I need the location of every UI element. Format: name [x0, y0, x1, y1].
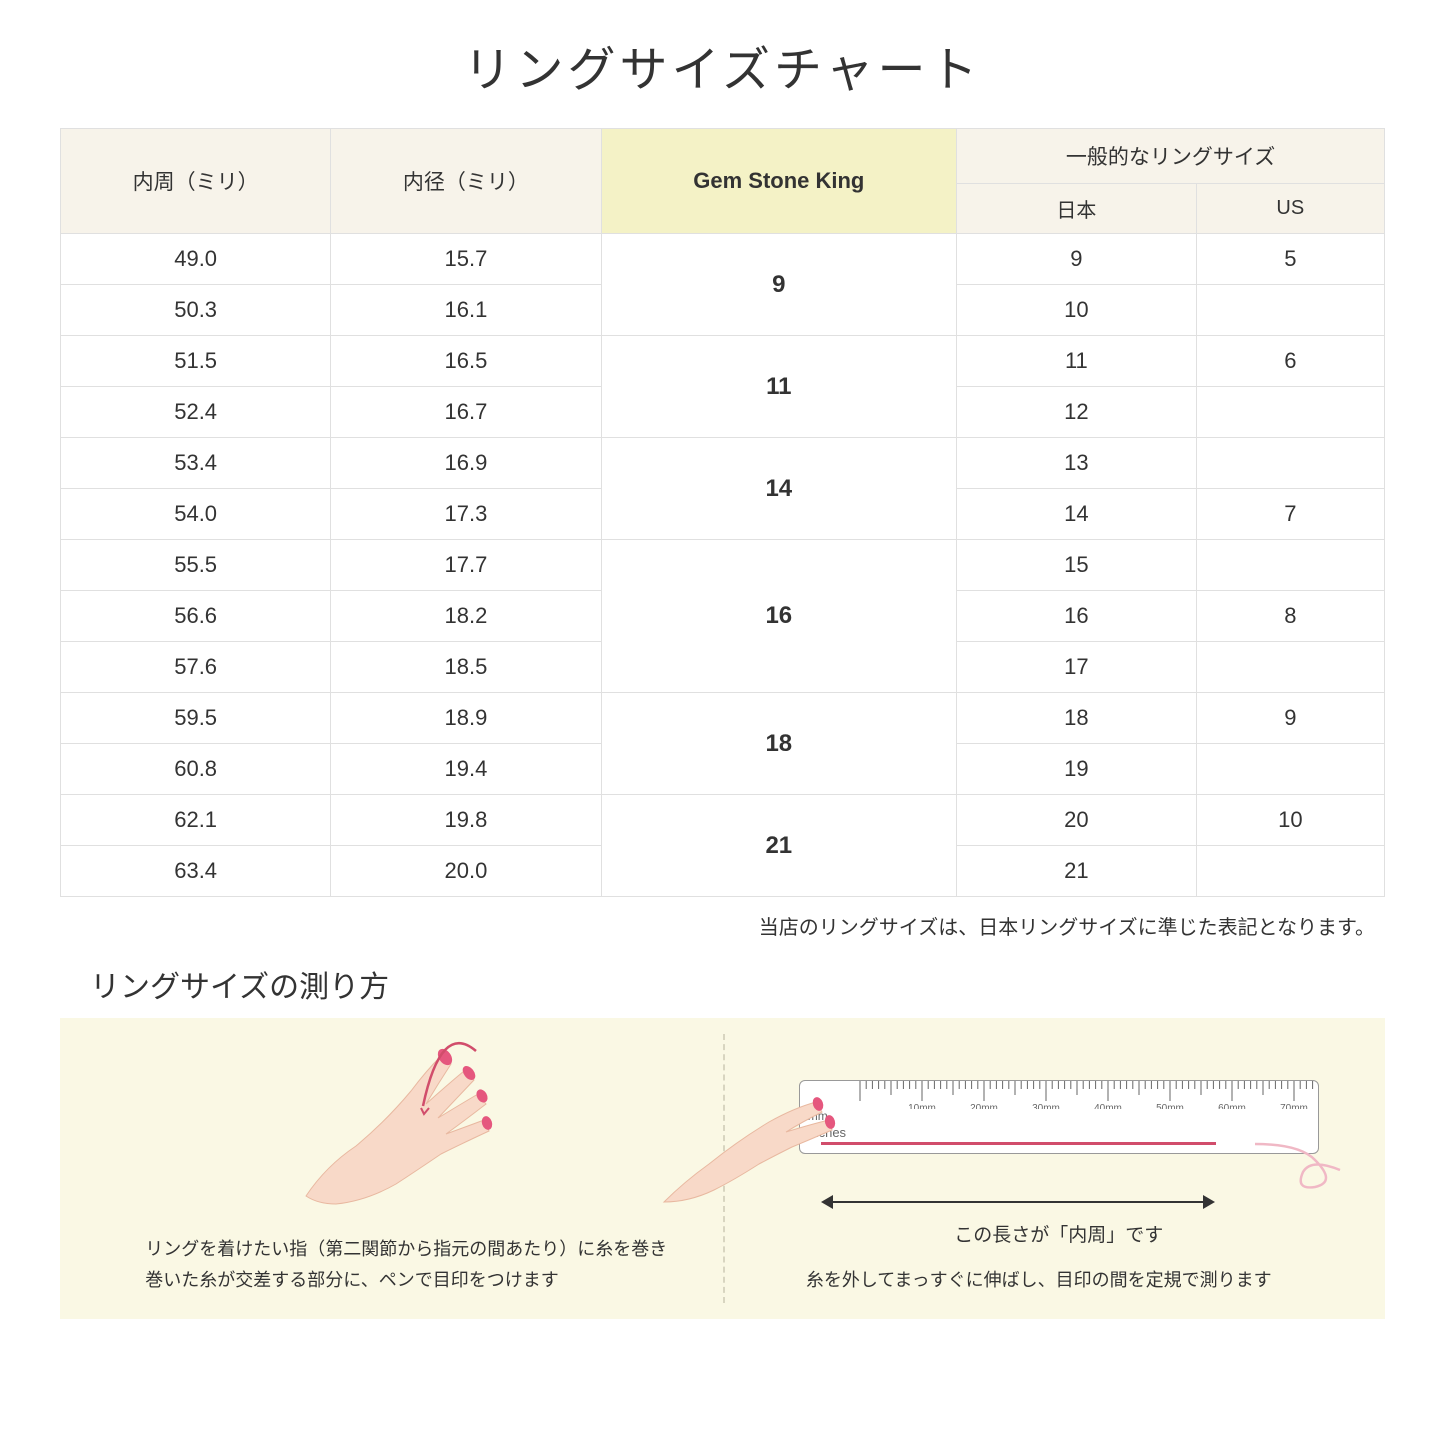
cell-us	[1196, 438, 1384, 489]
header-japan: 日本	[957, 184, 1197, 234]
thread-curl-icon	[1255, 1122, 1365, 1202]
cell-japan: 21	[957, 846, 1197, 897]
cell-japan: 9	[957, 234, 1197, 285]
cell-diameter: 15.7	[331, 234, 601, 285]
table-row: 53.416.91413	[61, 438, 1385, 489]
cell-us	[1196, 540, 1384, 591]
cell-circumference: 63.4	[61, 846, 331, 897]
cell-diameter: 16.7	[331, 387, 601, 438]
svg-text:70mm: 70mm	[1280, 1103, 1308, 1109]
table-row: 55.517.71615	[61, 540, 1385, 591]
cell-japan: 17	[957, 642, 1197, 693]
cell-diameter: 17.7	[331, 540, 601, 591]
cell-gsk: 9	[601, 234, 957, 336]
cell-japan: 11	[957, 336, 1197, 387]
cell-circumference: 57.6	[61, 642, 331, 693]
ring-size-table: 内周（ミリ） 内径（ミリ） Gem Stone King 一般的なリングサイズ …	[60, 128, 1385, 897]
cell-circumference: 52.4	[61, 387, 331, 438]
svg-text:30mm: 30mm	[1032, 1103, 1060, 1109]
ruler-group: 10mm20mm30mm40mm50mm60mm70mm 12 mm Inche…	[759, 1080, 1319, 1154]
page-title: リングサイズチャート	[60, 30, 1385, 100]
cell-gsk: 21	[601, 795, 957, 897]
cell-us: 7	[1196, 489, 1384, 540]
cell-circumference: 55.5	[61, 540, 331, 591]
cell-japan: 14	[957, 489, 1197, 540]
cell-japan: 10	[957, 285, 1197, 336]
hand-wrap-icon	[246, 1036, 566, 1216]
measure-arrow	[823, 1192, 1213, 1212]
cell-us: 5	[1196, 234, 1384, 285]
header-gemstone: Gem Stone King	[601, 129, 957, 234]
cell-us	[1196, 285, 1384, 336]
cell-diameter: 16.5	[331, 336, 601, 387]
header-us: US	[1196, 184, 1384, 234]
cell-diameter: 18.2	[331, 591, 601, 642]
cell-circumference: 50.3	[61, 285, 331, 336]
cell-gsk: 16	[601, 540, 957, 693]
cell-circumference: 56.6	[61, 591, 331, 642]
table-row: 62.119.8212010	[61, 795, 1385, 846]
cell-circumference: 59.5	[61, 693, 331, 744]
cell-us: 8	[1196, 591, 1384, 642]
cell-diameter: 20.0	[331, 846, 601, 897]
header-diameter: 内径（ミリ）	[331, 129, 601, 234]
howto-right: 10mm20mm30mm40mm50mm60mm70mm 12 mm Inche…	[723, 1036, 1356, 1295]
cell-japan: 15	[957, 540, 1197, 591]
cell-japan: 12	[957, 387, 1197, 438]
cell-us: 9	[1196, 693, 1384, 744]
svg-text:20mm: 20mm	[970, 1103, 998, 1109]
cell-gsk: 18	[601, 693, 957, 795]
svg-text:60mm: 60mm	[1218, 1103, 1246, 1109]
cell-us	[1196, 744, 1384, 795]
table-row: 49.015.7995	[61, 234, 1385, 285]
header-circumference: 内周（ミリ）	[61, 129, 331, 234]
cell-circumference: 51.5	[61, 336, 331, 387]
header-general: 一般的なリングサイズ	[957, 129, 1385, 184]
table-row: 51.516.511116	[61, 336, 1385, 387]
measure-label: この長さが「内周」です	[954, 1220, 1163, 1247]
howto-left: リングを着けたい指（第二関節から指元の間あたり）に糸を巻き巻いた糸が交差する部分…	[90, 1036, 723, 1295]
thread-line	[821, 1142, 1216, 1145]
svg-text:10mm: 10mm	[908, 1103, 936, 1109]
cell-diameter: 17.3	[331, 489, 601, 540]
cell-us: 6	[1196, 336, 1384, 387]
cell-diameter: 16.1	[331, 285, 601, 336]
cell-diameter: 16.9	[331, 438, 601, 489]
cell-gsk: 11	[601, 336, 957, 438]
cell-japan: 20	[957, 795, 1197, 846]
size-note: 当店のリングサイズは、日本リングサイズに準じた表記となります。	[60, 911, 1385, 940]
cell-circumference: 60.8	[61, 744, 331, 795]
cell-us	[1196, 846, 1384, 897]
ruler-ticks: 10mm20mm30mm40mm50mm60mm70mm 12	[800, 1081, 1320, 1109]
svg-text:50mm: 50mm	[1156, 1103, 1184, 1109]
cell-diameter: 19.4	[331, 744, 601, 795]
cell-gsk: 14	[601, 438, 957, 540]
cell-us	[1196, 642, 1384, 693]
cell-japan: 19	[957, 744, 1197, 795]
cell-diameter: 18.5	[331, 642, 601, 693]
cell-us: 10	[1196, 795, 1384, 846]
svg-text:40mm: 40mm	[1094, 1103, 1122, 1109]
howto-left-text: リングを着けたい指（第二関節から指元の間あたり）に糸を巻き巻いた糸が交差する部分…	[145, 1234, 667, 1295]
cell-circumference: 54.0	[61, 489, 331, 540]
cell-us	[1196, 387, 1384, 438]
cell-circumference: 49.0	[61, 234, 331, 285]
cell-japan: 18	[957, 693, 1197, 744]
table-row: 59.518.918189	[61, 693, 1385, 744]
cell-circumference: 62.1	[61, 795, 331, 846]
howto-panel: リングを着けたい指（第二関節から指元の間あたり）に糸を巻き巻いた糸が交差する部分…	[60, 1018, 1385, 1319]
cell-diameter: 18.9	[331, 693, 601, 744]
howto-right-text: 糸を外してまっすぐに伸ばし、目印の間を定規で測ります	[806, 1265, 1272, 1296]
howto-title: リングサイズの測り方	[90, 962, 1385, 1006]
cell-diameter: 19.8	[331, 795, 601, 846]
cell-japan: 16	[957, 591, 1197, 642]
cell-circumference: 53.4	[61, 438, 331, 489]
cell-japan: 13	[957, 438, 1197, 489]
